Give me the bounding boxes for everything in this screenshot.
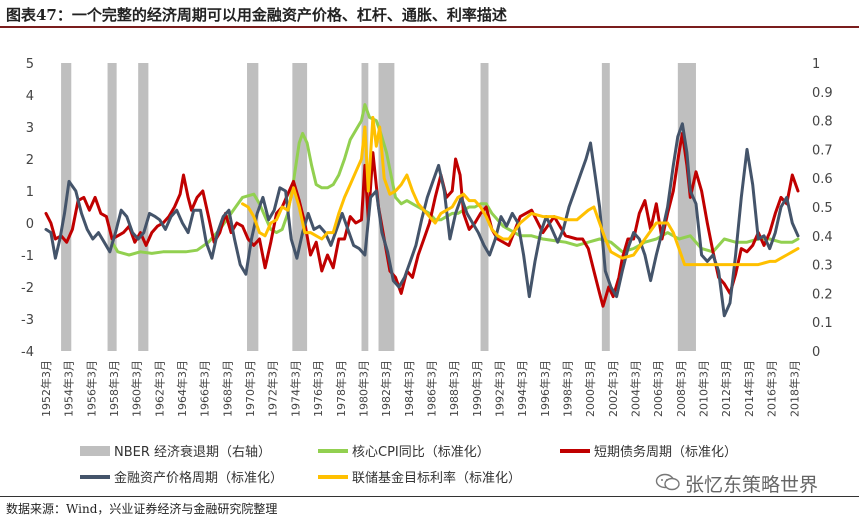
legend-swatch-short-debt <box>560 449 590 453</box>
series-line-fed_rate <box>241 115 800 267</box>
recession-bar-8 <box>601 63 610 351</box>
x-tick-31: 2014年3月 <box>742 360 756 417</box>
x-tick-9: 1970年3月 <box>243 360 257 417</box>
recession-bar-6 <box>378 63 395 351</box>
left-tick-2: 3 <box>26 121 34 136</box>
right-tick-7: 0.3 <box>812 259 833 274</box>
left-tick-8: -3 <box>21 313 34 328</box>
chart-title: 图表47：一个完整的经济周期可以用金融资产价格、杠杆、通胀、利率描述 <box>6 6 507 24</box>
legend-swatch-core-cpi <box>318 449 348 453</box>
right-tick-4: 0.6 <box>812 172 833 187</box>
recession-bar-5 <box>361 63 369 351</box>
watermark: 张忆东策略世界 <box>655 470 845 496</box>
recession-bar-3 <box>247 63 259 351</box>
x-tick-11: 1974年3月 <box>288 360 302 417</box>
x-tick-22: 1996年3月 <box>538 360 552 417</box>
source-note: 数据来源：Wind，兴业证券经济与金融研究院整理 <box>6 502 278 516</box>
x-tick-24: 2000年3月 <box>583 360 597 417</box>
title-bar: 图表47：一个完整的经济周期可以用金融资产价格、杠杆、通胀、利率描述 <box>0 0 859 28</box>
x-tick-26: 2004年3月 <box>629 360 643 417</box>
x-tick-30: 2012年3月 <box>719 360 733 417</box>
legend-label-asset-price: 金融资产价格周期（标准化） <box>114 470 283 486</box>
x-tick-8: 1968年3月 <box>220 360 234 417</box>
legend: NBER 经济衰退期（右轴） 核心CPI同比（标准化） 短期债务周期（标准化） … <box>80 444 737 486</box>
left-tick-3: 2 <box>26 153 34 168</box>
legend-swatch-asset-price <box>80 475 110 479</box>
x-tick-33: 2018年3月 <box>787 360 801 417</box>
recession-bar-1 <box>107 63 117 351</box>
x-tick-12: 1976年3月 <box>311 360 325 417</box>
x-axis-ticks: 1952年3月 1954年3月 1956年3月 1958年3月 1960年3月 1962年… <box>39 360 801 417</box>
x-tick-27: 2006年3月 <box>651 360 665 417</box>
x-tick-21: 1994年3月 <box>515 360 529 417</box>
x-tick-19: 1990年3月 <box>470 360 484 417</box>
legend-swatch-fed-rate <box>318 475 348 479</box>
chart: 5 4 3 2 1 0 -1 -2 -3 -4 1 0.9 0.8 0.7 0.6 0.5 0.4 0.3 0.2… <box>21 57 833 486</box>
legend-label-fed-rate: 联储基金目标利率（标准化） <box>352 470 521 486</box>
left-tick-0: 5 <box>26 57 34 72</box>
bottom-rule <box>0 496 859 497</box>
x-tick-23: 1998年3月 <box>561 360 575 417</box>
legend-label-short-debt: 短期债务周期（标准化） <box>594 444 737 460</box>
x-tick-0: 1952年3月 <box>39 360 53 417</box>
x-tick-6: 1964年3月 <box>175 360 189 417</box>
right-tick-10: 0 <box>812 345 820 360</box>
x-tick-25: 2002年3月 <box>606 360 620 417</box>
left-tick-4: 1 <box>26 185 34 200</box>
left-tick-7: -2 <box>21 281 34 296</box>
right-tick-8: 0.2 <box>812 287 833 302</box>
right-axis-ticks: 1 0.9 0.8 0.7 0.6 0.5 0.4 0.3 0.2 0.1 0 <box>812 57 833 360</box>
x-tick-7: 1966年3月 <box>198 360 212 417</box>
x-tick-28: 2008年3月 <box>674 360 688 417</box>
x-tick-1: 1954年3月 <box>62 360 76 417</box>
series-lines <box>44 103 800 318</box>
x-tick-10: 1972年3月 <box>266 360 280 417</box>
right-tick-0: 1 <box>812 57 820 72</box>
x-tick-29: 2010年3月 <box>697 360 711 417</box>
legend-label-core-cpi: 核心CPI同比（标准化） <box>352 445 490 460</box>
title-rule <box>0 26 859 28</box>
series-line-short_debt <box>44 131 800 308</box>
x-tick-13: 1978年3月 <box>334 360 348 417</box>
recession-bar-9 <box>677 63 696 351</box>
right-tick-3: 0.7 <box>812 143 833 158</box>
right-tick-6: 0.4 <box>812 230 833 245</box>
watermark-text: 张忆东策略世界 <box>685 474 819 496</box>
left-axis-ticks: 5 4 3 2 1 0 -1 -2 -3 -4 <box>21 57 34 360</box>
x-tick-3: 1958年3月 <box>107 360 121 417</box>
left-tick-9: -4 <box>21 345 34 360</box>
right-tick-2: 0.8 <box>812 115 833 130</box>
right-tick-9: 0.1 <box>812 316 833 331</box>
recession-bar-2 <box>138 63 149 351</box>
wechat-icon <box>655 473 680 491</box>
x-tick-4: 1960年3月 <box>130 360 144 417</box>
x-tick-16: 1984年3月 <box>402 360 416 417</box>
legend-label-recession: NBER 经济衰退期（右轴） <box>114 444 271 460</box>
x-tick-32: 2016年3月 <box>765 360 779 417</box>
x-tick-2: 1956年3月 <box>84 360 98 417</box>
left-tick-6: -1 <box>21 249 34 264</box>
x-tick-5: 1962年3月 <box>152 360 166 417</box>
right-tick-5: 0.5 <box>812 201 833 216</box>
x-tick-17: 1986年3月 <box>424 360 438 417</box>
left-tick-1: 4 <box>26 89 34 104</box>
x-tick-18: 1988年3月 <box>447 360 461 417</box>
legend-swatch-recession <box>80 446 110 456</box>
x-tick-14: 1980年3月 <box>356 360 370 417</box>
left-tick-5: 0 <box>26 217 34 232</box>
x-tick-15: 1982年3月 <box>379 360 393 417</box>
x-tick-20: 1992年3月 <box>492 360 506 417</box>
right-tick-1: 0.9 <box>812 86 833 101</box>
